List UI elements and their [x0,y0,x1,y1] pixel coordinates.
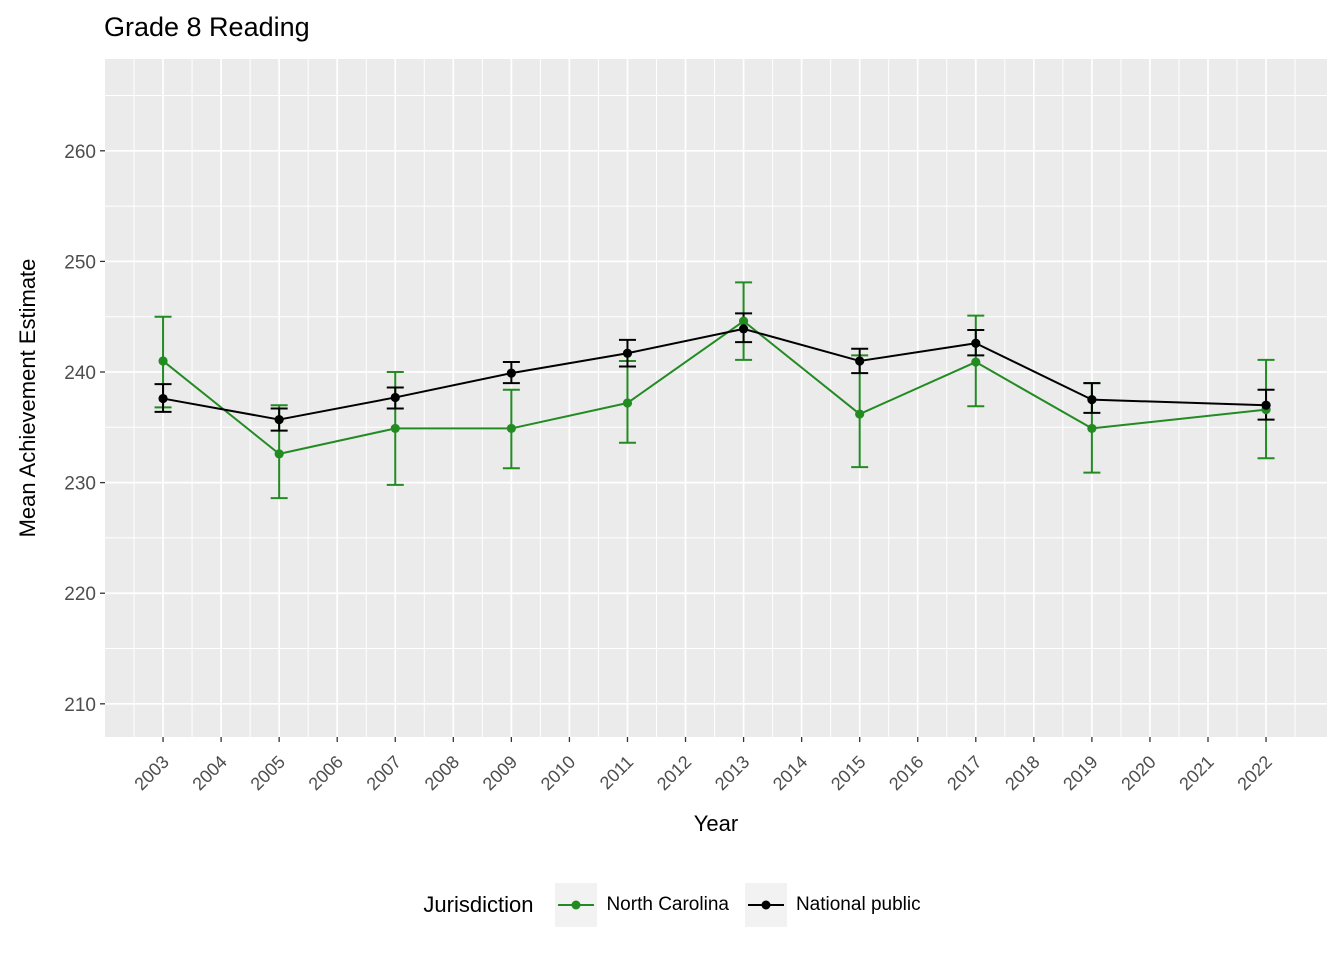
data-point [855,409,865,419]
y-tick-label: 250 [64,252,96,273]
legend: Jurisdiction North Carolina National pub… [0,883,1344,927]
legend-title: Jurisdiction [423,892,534,917]
legend-point [761,900,771,910]
line-point-icon [558,900,595,910]
x-tick-label: 2008 [421,752,463,794]
data-point [971,357,981,367]
data-point [1087,395,1097,405]
chart-title: Grade 8 Reading [104,12,310,42]
data-point [506,368,516,378]
x-tick-label: 2004 [188,752,230,794]
x-tick-label: 2007 [363,752,405,794]
x-tick-label: 2019 [1059,752,1101,794]
x-tick-label: 2015 [827,752,869,794]
y-tick-label: 210 [64,695,96,716]
x-tick-label: 2021 [1175,752,1217,794]
x-tick-label: 2006 [305,752,347,794]
legend-label-north-carolina: North Carolina [606,894,729,915]
plot-area: 210 220 230 240 250 260 2003 2004 2005 2006 2007 20… [64,59,1327,794]
data-point [855,356,865,366]
series-line [162,327,1267,421]
x-tick-label: 2016 [885,752,927,794]
data-point [1087,423,1097,434]
series-line [162,320,1267,455]
data-point [506,423,516,434]
legend-item-national-public: National public [744,883,921,927]
x-tick-label: 2020 [1117,752,1159,794]
x-tick-label: 2017 [943,752,985,794]
data-point [390,392,400,403]
data-point [738,324,749,334]
data-point [738,316,749,326]
legend-key-north-carolina [555,883,598,927]
data-point [971,338,981,348]
data-point [622,348,633,358]
data-point [158,393,168,404]
x-tick-label: 2014 [769,752,811,794]
y-tick-label: 260 [64,142,96,163]
y-tick-label: 220 [64,584,96,605]
data-point [1261,400,1271,410]
x-tick-label: 2009 [479,752,521,794]
panel-background [105,59,1327,737]
x-tick-label: 2013 [711,752,753,794]
data-point [390,423,400,434]
y-tick-label: 240 [64,363,96,384]
x-axis-title: Year [693,811,739,836]
legend-point [571,900,581,910]
x-tick-label: 2022 [1233,752,1275,794]
x-tick-label: 2010 [537,752,579,794]
y-tick-label: 230 [64,474,96,495]
legend-label-national-public: National public [795,894,921,915]
x-tick-label: 2011 [596,752,638,794]
line-point-icon [747,900,784,910]
x-tick-label: 2018 [1001,752,1043,794]
data-point [158,356,168,366]
legend-key-national-public [744,883,787,927]
legend-item-north-carolina: North Carolina [555,883,729,927]
data-point [274,414,284,425]
x-tick-label: 2005 [247,752,289,794]
data-point [274,449,284,459]
data-point [622,398,633,408]
x-tick-label: 2012 [653,752,695,794]
x-tick-label: 2003 [130,752,172,794]
